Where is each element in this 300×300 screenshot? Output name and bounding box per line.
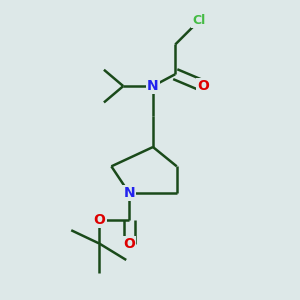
Text: Cl: Cl xyxy=(192,14,206,27)
Text: N: N xyxy=(123,186,135,200)
Text: O: O xyxy=(198,79,209,93)
Text: O: O xyxy=(94,213,105,227)
Text: N: N xyxy=(147,79,159,93)
Text: O: O xyxy=(123,237,135,250)
